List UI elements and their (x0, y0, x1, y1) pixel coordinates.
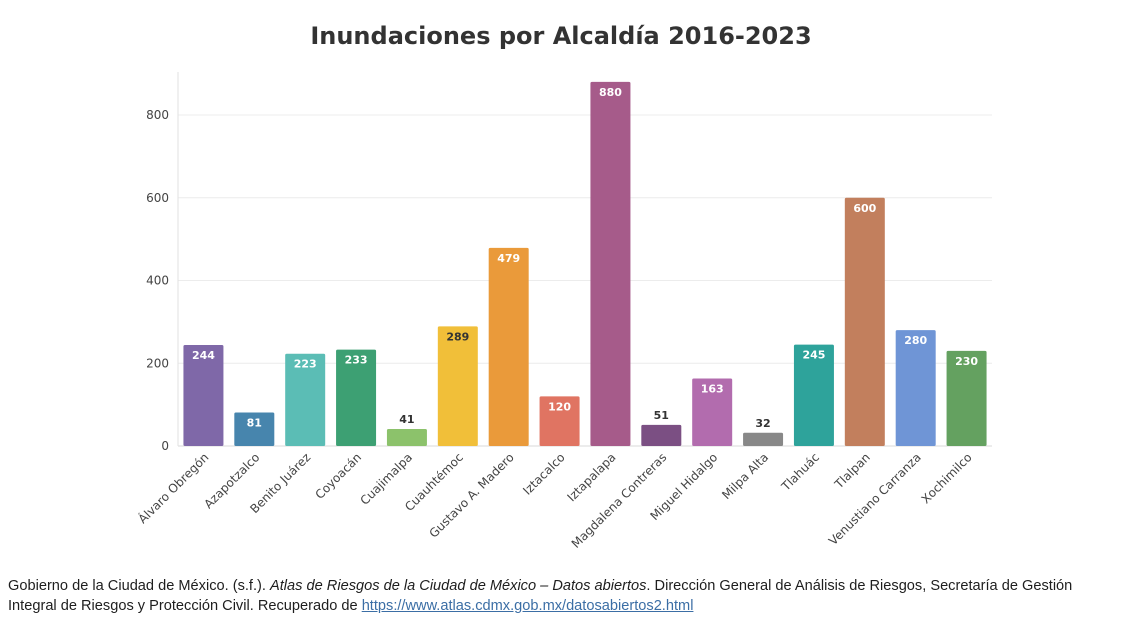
bar-value-label: 32 (755, 417, 770, 430)
bar-value-label: 81 (247, 416, 262, 429)
bar[interactable] (336, 349, 377, 446)
y-tick-label: 400 (146, 274, 169, 288)
bar[interactable] (793, 344, 834, 446)
bar[interactable] (895, 330, 936, 446)
bar[interactable] (285, 353, 326, 446)
chart-title: Inundaciones por Alcaldía 2016-2023 (310, 22, 812, 50)
x-tick-label: Tlahuác (778, 450, 822, 494)
y-tick-label: 200 (146, 356, 169, 370)
bar-value-label: 479 (497, 252, 520, 265)
source-suffix: . Dirección General de Análisis de Riesg… (8, 578, 1073, 614)
bar-value-label: 600 (853, 202, 876, 215)
bar-value-label: 223 (294, 358, 317, 371)
x-tick-label: Coyoacán (313, 450, 365, 502)
source-title: Atlas de Riesgos de la Ciudad de México … (270, 578, 647, 594)
bar[interactable] (488, 247, 529, 446)
bar-value-label: 280 (904, 334, 927, 347)
bar-value-label: 233 (345, 354, 368, 367)
bar-value-label: 244 (192, 349, 215, 362)
x-tick-label: Tlalpan (831, 450, 873, 492)
y-tick-label: 0 (161, 439, 169, 453)
bar[interactable] (844, 197, 885, 446)
bar[interactable] (946, 350, 987, 446)
bar-value-label: 41 (399, 413, 414, 426)
bar[interactable] (234, 412, 275, 446)
source-prefix: Gobierno de la Ciudad de México. (s.f.). (8, 578, 271, 594)
y-tick-label: 800 (146, 108, 169, 122)
bar[interactable] (641, 424, 682, 446)
x-tick-label: Iztacalco (520, 450, 567, 497)
bar-value-label: 120 (548, 400, 571, 413)
bar[interactable] (590, 81, 631, 447)
bar[interactable] (539, 396, 580, 446)
x-tick-label: Milpa Alta (719, 450, 771, 502)
bar-value-label: 230 (955, 355, 978, 368)
bar[interactable] (386, 429, 427, 446)
x-tick-label: Magdalena Contreras (569, 450, 670, 551)
bar-value-label: 163 (701, 383, 724, 396)
bar-value-label: 880 (599, 86, 622, 99)
bar-value-label: 51 (654, 409, 669, 422)
x-tick-label: Venustiano Carranza (826, 450, 924, 548)
y-tick-label: 600 (146, 191, 169, 205)
source-link[interactable]: https://www.atlas.cdmx.gob.mx/datosabier… (361, 598, 694, 614)
x-tick-label: Álvaro Obregón (135, 450, 212, 527)
bar[interactable] (437, 326, 478, 446)
bar-value-label: 245 (802, 349, 825, 362)
source-citation: Gobierno de la Ciudad de México. (s.f.).… (8, 576, 1116, 616)
bar[interactable] (743, 432, 784, 446)
x-tick-label: Gustavo A. Madero (426, 450, 516, 540)
x-tick-label: Xochimilco (919, 450, 975, 506)
x-tick-label: Iztapalapa (564, 450, 618, 504)
bar-value-label: 289 (446, 330, 469, 343)
bar[interactable] (183, 345, 224, 446)
bar[interactable] (692, 378, 733, 446)
